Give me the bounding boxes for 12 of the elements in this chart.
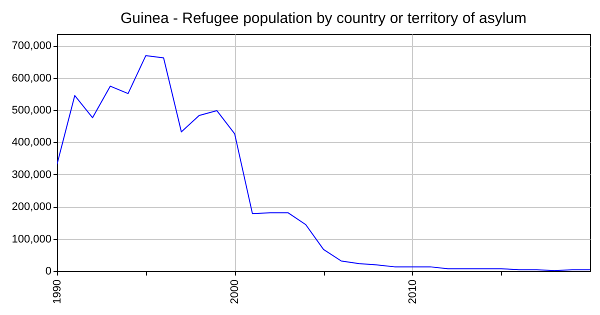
x-tick-label: 1990 bbox=[52, 280, 64, 304]
chart-title: Guinea - Refugee population by country or territory of asylum bbox=[120, 10, 527, 27]
y-tick-label: 500,000 bbox=[12, 104, 52, 116]
x-tick-label: 2010 bbox=[406, 280, 419, 304]
y-tick-label: 400,000 bbox=[12, 136, 52, 149]
x-tick-label: 2000 bbox=[229, 280, 242, 304]
y-tick-label: 200,000 bbox=[12, 201, 52, 214]
y-tick-label: 100,000 bbox=[12, 233, 52, 246]
y-tick-label: 600,000 bbox=[12, 72, 52, 84]
y-tick-label: 0 bbox=[45, 266, 52, 278]
y-tick-label: 300,000 bbox=[12, 168, 52, 181]
y-tick-label: 700,000 bbox=[12, 40, 52, 52]
